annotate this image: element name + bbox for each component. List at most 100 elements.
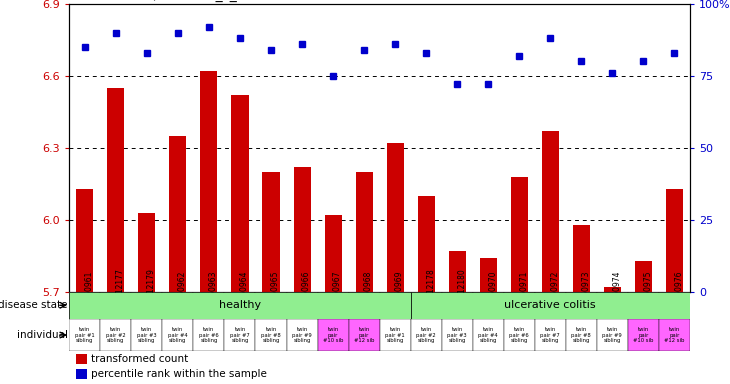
Bar <box>504 319 534 351</box>
Text: GSM560974: GSM560974 <box>612 271 621 317</box>
Bar <box>666 189 683 292</box>
Bar <box>107 88 124 292</box>
Text: GSM560968: GSM560968 <box>364 271 373 317</box>
Text: GSM1012179: GSM1012179 <box>147 268 156 319</box>
Text: GSM560973: GSM560973 <box>581 271 591 317</box>
Text: individual: individual <box>17 330 68 340</box>
Text: GSM560972: GSM560972 <box>550 271 559 317</box>
Bar <box>139 213 155 292</box>
Text: GSM560962: GSM560962 <box>178 271 187 317</box>
Bar <box>410 319 442 351</box>
Bar <box>380 319 410 351</box>
Text: healthy: healthy <box>219 300 261 310</box>
Bar <box>263 172 280 292</box>
Text: disease state: disease state <box>0 300 68 310</box>
Bar <box>442 319 473 351</box>
Bar <box>534 319 566 351</box>
Text: twin
pair #1
sibling: twin pair #1 sibling <box>385 327 405 343</box>
Bar <box>387 143 404 292</box>
Bar <box>224 319 255 351</box>
Bar <box>255 292 286 332</box>
Bar <box>349 292 380 332</box>
Bar <box>286 319 318 351</box>
Bar <box>69 319 100 351</box>
Text: GSM560976: GSM560976 <box>675 271 683 317</box>
Bar <box>131 292 162 332</box>
Bar <box>169 136 186 292</box>
Bar <box>77 189 93 292</box>
Text: twin
pair #8
sibling: twin pair #8 sibling <box>572 327 591 343</box>
Bar <box>193 319 225 351</box>
Bar <box>442 292 473 332</box>
Bar <box>596 319 628 351</box>
Text: percentile rank within the sample: percentile rank within the sample <box>91 369 267 379</box>
Text: GSM1012178: GSM1012178 <box>426 268 435 319</box>
Text: GSM1012177: GSM1012177 <box>116 268 125 319</box>
Text: twin
pair
#10 sib: twin pair #10 sib <box>633 327 653 343</box>
Text: GSM560975: GSM560975 <box>643 271 653 317</box>
Text: GDS4519 / 222138_s_at: GDS4519 / 222138_s_at <box>84 0 251 2</box>
Text: GSM560970: GSM560970 <box>488 271 497 317</box>
Bar <box>449 251 466 292</box>
Text: GSM560969: GSM560969 <box>395 271 404 317</box>
Text: twin
pair #3
sibling: twin pair #3 sibling <box>137 327 157 343</box>
Bar <box>504 292 534 332</box>
Bar <box>658 292 690 332</box>
Bar <box>255 319 286 351</box>
Text: twin
pair #9
sibling: twin pair #9 sibling <box>292 327 312 343</box>
Bar <box>131 319 162 351</box>
Text: GSM560963: GSM560963 <box>209 271 218 317</box>
Bar <box>76 354 87 364</box>
Bar <box>231 95 248 292</box>
Bar <box>193 292 225 332</box>
Bar <box>542 131 558 292</box>
Bar <box>286 292 318 332</box>
Bar <box>76 369 87 379</box>
Text: twin
pair #6
sibling: twin pair #6 sibling <box>510 327 529 343</box>
Bar <box>318 319 348 351</box>
Text: twin
pair #7
sibling: twin pair #7 sibling <box>540 327 560 343</box>
Text: twin
pair #7
sibling: twin pair #7 sibling <box>230 327 250 343</box>
Text: twin
pair #4
sibling: twin pair #4 sibling <box>478 327 498 343</box>
Bar <box>162 292 193 332</box>
Text: transformed count: transformed count <box>91 354 188 364</box>
Text: GSM560971: GSM560971 <box>519 271 529 317</box>
Text: twin
pair
#10 sib: twin pair #10 sib <box>323 327 343 343</box>
Bar <box>628 319 658 351</box>
Text: twin
pair #8
sibling: twin pair #8 sibling <box>261 327 281 343</box>
Text: GSM560964: GSM560964 <box>240 271 249 317</box>
Text: GSM560965: GSM560965 <box>271 271 280 317</box>
Bar <box>566 292 596 332</box>
Bar <box>201 71 218 292</box>
Bar <box>473 292 504 332</box>
Text: GSM560966: GSM560966 <box>302 271 311 317</box>
Bar <box>325 215 342 292</box>
Bar <box>534 292 566 332</box>
Text: twin
pair #1
sibling: twin pair #1 sibling <box>75 327 95 343</box>
Bar <box>635 261 652 292</box>
Text: ulcerative colitis: ulcerative colitis <box>504 300 596 310</box>
Bar <box>573 225 590 292</box>
Bar <box>473 319 504 351</box>
Text: twin
pair #9
sibling: twin pair #9 sibling <box>602 327 622 343</box>
Text: GSM1012180: GSM1012180 <box>457 268 466 319</box>
Text: twin
pair
#12 sib: twin pair #12 sib <box>664 327 685 343</box>
Bar <box>566 319 596 351</box>
Bar <box>604 287 620 292</box>
Text: GSM560961: GSM560961 <box>85 271 94 317</box>
Bar <box>101 319 131 351</box>
Bar <box>349 319 380 351</box>
Text: twin
pair
#12 sib: twin pair #12 sib <box>354 327 374 343</box>
Bar <box>101 292 131 332</box>
Bar <box>596 292 628 332</box>
Bar <box>356 172 372 292</box>
Text: twin
pair #4
sibling: twin pair #4 sibling <box>168 327 188 343</box>
Text: GSM560967: GSM560967 <box>333 271 342 317</box>
Bar <box>658 319 690 351</box>
Bar <box>224 292 255 332</box>
Bar <box>628 292 658 332</box>
Bar <box>293 167 310 292</box>
Bar <box>69 292 410 319</box>
Text: twin
pair #3
sibling: twin pair #3 sibling <box>447 327 467 343</box>
Bar <box>480 258 496 292</box>
